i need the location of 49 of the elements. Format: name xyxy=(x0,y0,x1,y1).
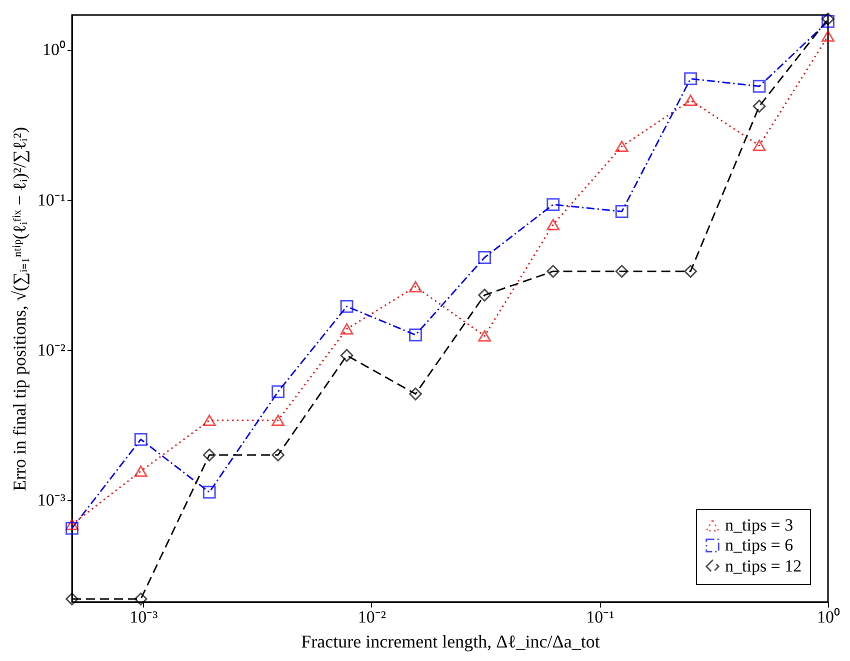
point xyxy=(272,414,285,426)
point xyxy=(340,348,354,362)
point xyxy=(409,328,422,342)
point xyxy=(615,140,628,152)
point xyxy=(684,94,698,106)
x-tick-label: 10⁰ xyxy=(817,608,840,626)
point xyxy=(684,264,698,278)
point xyxy=(478,251,491,264)
legend-label: n_tips = 12 xyxy=(725,556,802,576)
point xyxy=(546,264,560,278)
point xyxy=(615,264,628,278)
y-tick-label: 10⁻² xyxy=(37,340,66,360)
point xyxy=(134,432,148,446)
point xyxy=(752,140,766,152)
point xyxy=(752,100,766,113)
point xyxy=(202,414,216,426)
point xyxy=(822,14,834,28)
point xyxy=(752,80,766,93)
y-tick-label: 10⁰ xyxy=(42,40,66,60)
point xyxy=(202,448,216,462)
point xyxy=(822,12,834,26)
point xyxy=(546,218,560,230)
x-tick-label: 10⁻² xyxy=(358,608,386,626)
point xyxy=(134,466,148,477)
point xyxy=(684,72,698,86)
legend-label: n_tips = 6 xyxy=(725,536,794,554)
y-axis-title: Erro in final tip positions, √(∑ᵢ₌₁ⁿᵗⁱᵖ(ℓᵢᶠⁱˣ − ℓᵢ)²/∑ℓᵢ²) xyxy=(9,126,30,492)
point xyxy=(615,205,628,218)
point xyxy=(66,522,78,535)
point xyxy=(202,486,216,499)
point xyxy=(340,323,354,335)
legend-label: n_tips = 3 xyxy=(725,516,794,534)
x-axis-title: Fracture increment length, Δℓ_inc/Δa_tot xyxy=(301,632,600,652)
point xyxy=(134,592,148,606)
point xyxy=(478,330,491,342)
point xyxy=(478,288,491,302)
point xyxy=(409,387,422,400)
point xyxy=(340,300,354,313)
y-tick-label: 10⁻¹ xyxy=(37,190,66,210)
point xyxy=(822,30,834,42)
point xyxy=(66,592,78,606)
point xyxy=(409,280,422,292)
point xyxy=(272,385,285,398)
y-tick-label: 10⁻³ xyxy=(37,490,66,510)
x-tick-label: 10⁻¹ xyxy=(586,608,614,626)
x-tick-label: 10⁻³ xyxy=(130,608,158,626)
point xyxy=(546,198,560,211)
point xyxy=(272,448,285,462)
point xyxy=(66,518,78,530)
